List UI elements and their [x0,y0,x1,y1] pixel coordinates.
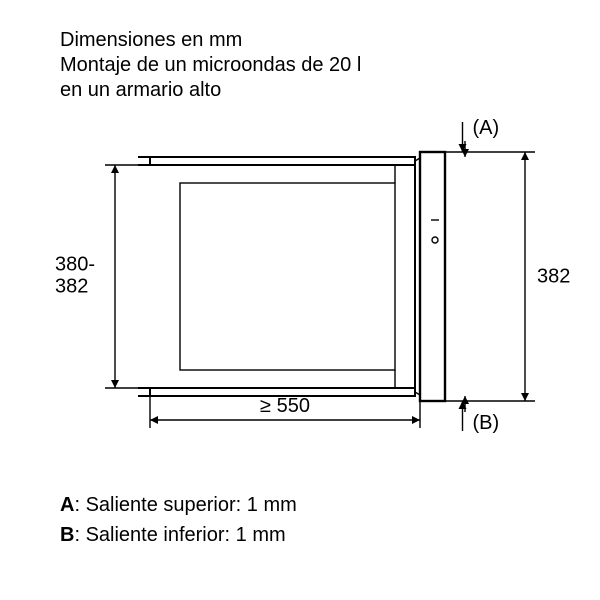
svg-text:(B): (B) [473,412,500,434]
legend-a-text: : Saliente superior: 1 mm [74,494,296,516]
legend-a-label: A [60,494,74,516]
legend-row-a: A: Saliente superior: 1 mm [60,490,297,520]
legend: A: Saliente superior: 1 mm B: Saliente i… [60,490,297,550]
svg-text:382: 382 [537,266,570,288]
svg-text:382: 382 [55,276,88,298]
legend-b-text: : Saliente inferior: 1 mm [74,524,285,546]
svg-text:≥ 550: ≥ 550 [260,395,310,417]
svg-text:(A): (A) [473,117,500,139]
legend-b-label: B [60,524,74,546]
svg-text:380-: 380- [55,254,95,276]
legend-row-b: B: Saliente inferior: 1 mm [60,520,297,550]
